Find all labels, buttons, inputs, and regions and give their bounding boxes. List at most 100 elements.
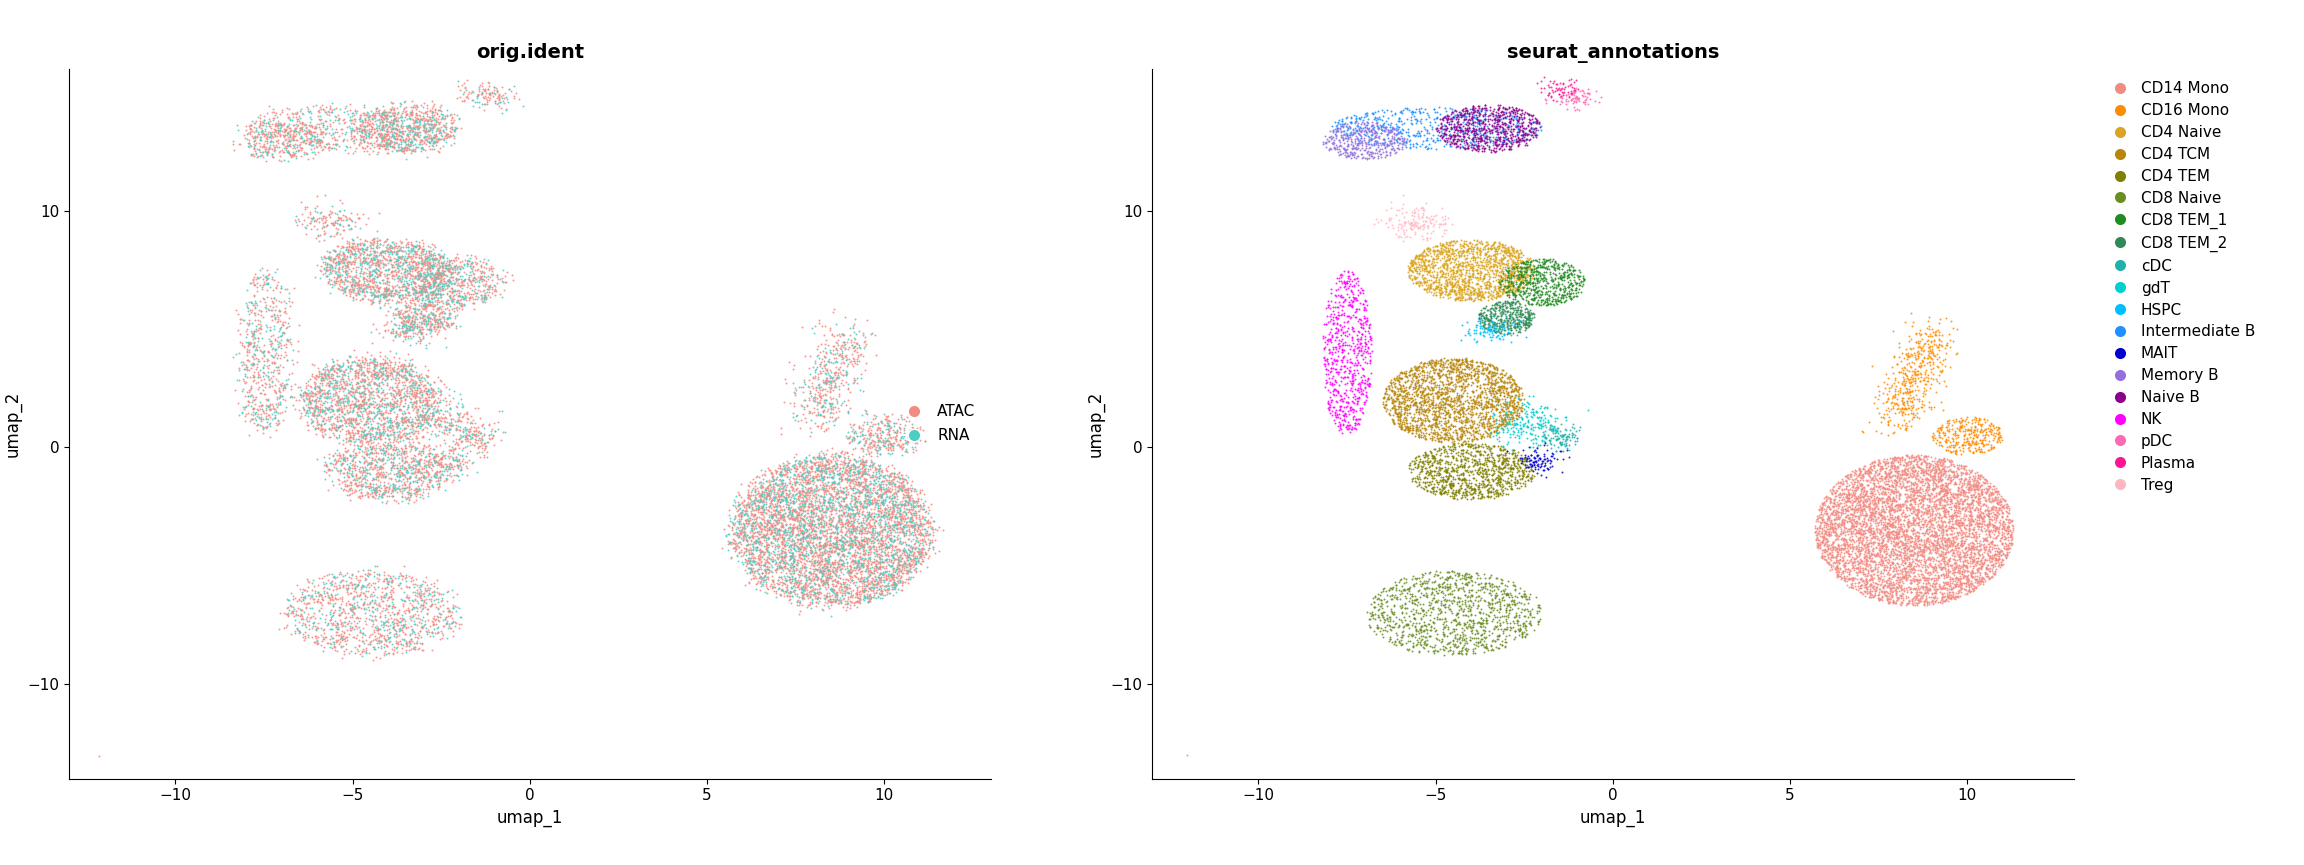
Point [1901, 450, 1938, 464]
Point [1898, 379, 1935, 393]
Point [1442, 379, 1479, 393]
Point [882, 503, 919, 516]
Point [380, 451, 417, 465]
Point [873, 559, 910, 573]
Point [401, 285, 438, 298]
Point [742, 496, 779, 509]
Point [1488, 268, 1525, 282]
Point [841, 539, 878, 553]
Point [1887, 498, 1924, 512]
Point [1408, 392, 1445, 406]
Point [1954, 555, 1991, 569]
Point [350, 477, 387, 490]
Point [770, 489, 806, 503]
Point [1498, 257, 1534, 271]
Point [859, 490, 896, 503]
Point [1541, 444, 1578, 458]
Point [811, 375, 848, 388]
Point [1435, 119, 1472, 133]
Point [1903, 565, 1940, 579]
Point [433, 445, 470, 458]
Point [1422, 448, 1458, 462]
Point [1518, 112, 1555, 125]
Point [797, 470, 834, 484]
Point [1458, 478, 1495, 492]
Point [1431, 131, 1468, 144]
Point [1470, 441, 1507, 455]
Point [387, 283, 424, 297]
Point [1822, 509, 1859, 522]
Point [267, 123, 304, 137]
Point [1507, 256, 1544, 270]
Point [1889, 450, 1926, 464]
Point [1449, 492, 1486, 506]
Point [401, 481, 438, 495]
Point [1811, 529, 1848, 542]
Point [1889, 566, 1926, 580]
Point [799, 554, 836, 568]
Point [1359, 598, 1396, 612]
Point [1371, 634, 1408, 648]
Point [1424, 478, 1461, 492]
Point [843, 527, 880, 541]
Point [364, 367, 401, 381]
Point [359, 278, 396, 292]
Point [1878, 548, 1915, 561]
Point [1456, 250, 1493, 264]
Point [1378, 119, 1415, 132]
Point [1445, 108, 1481, 122]
Point [334, 362, 371, 375]
Point [878, 434, 915, 448]
Point [445, 257, 482, 271]
Point [346, 253, 382, 266]
Point [1458, 260, 1495, 274]
Point [387, 454, 424, 468]
Point [1935, 561, 1972, 575]
Point [355, 376, 392, 390]
Point [832, 472, 869, 486]
Point [832, 466, 869, 480]
Point [1931, 469, 1968, 483]
Point [399, 586, 435, 599]
Point [894, 512, 931, 526]
Point [1468, 103, 1505, 117]
Point [880, 437, 917, 451]
Point [401, 381, 438, 395]
Point [767, 561, 804, 575]
Point [896, 546, 933, 560]
Point [749, 582, 786, 596]
Point [894, 518, 931, 532]
Point [1405, 249, 1442, 263]
Point [809, 471, 846, 484]
Point [304, 631, 341, 645]
Point [813, 539, 850, 553]
Point [431, 458, 468, 471]
Point [410, 369, 447, 383]
Point [263, 336, 300, 349]
Point [1415, 266, 1452, 279]
Point [327, 272, 364, 285]
Point [463, 294, 500, 308]
Point [1841, 563, 1878, 577]
Point [392, 125, 429, 139]
Point [742, 554, 779, 568]
Point [1528, 458, 1564, 472]
Point [272, 599, 309, 612]
Point [1839, 544, 1875, 558]
Point [1334, 141, 1371, 155]
Point [1885, 593, 1922, 607]
Point [1537, 423, 1574, 437]
Point [896, 554, 933, 568]
Point [1975, 501, 2011, 515]
Point [1424, 239, 1461, 253]
Point [327, 407, 364, 421]
Point [1343, 283, 1380, 297]
Point [1442, 460, 1479, 474]
Point [878, 563, 915, 577]
Point [1991, 538, 2028, 552]
Point [1461, 406, 1498, 420]
Point [251, 303, 288, 317]
Point [406, 96, 442, 110]
Point [1486, 488, 1523, 502]
Point [1898, 503, 1935, 516]
